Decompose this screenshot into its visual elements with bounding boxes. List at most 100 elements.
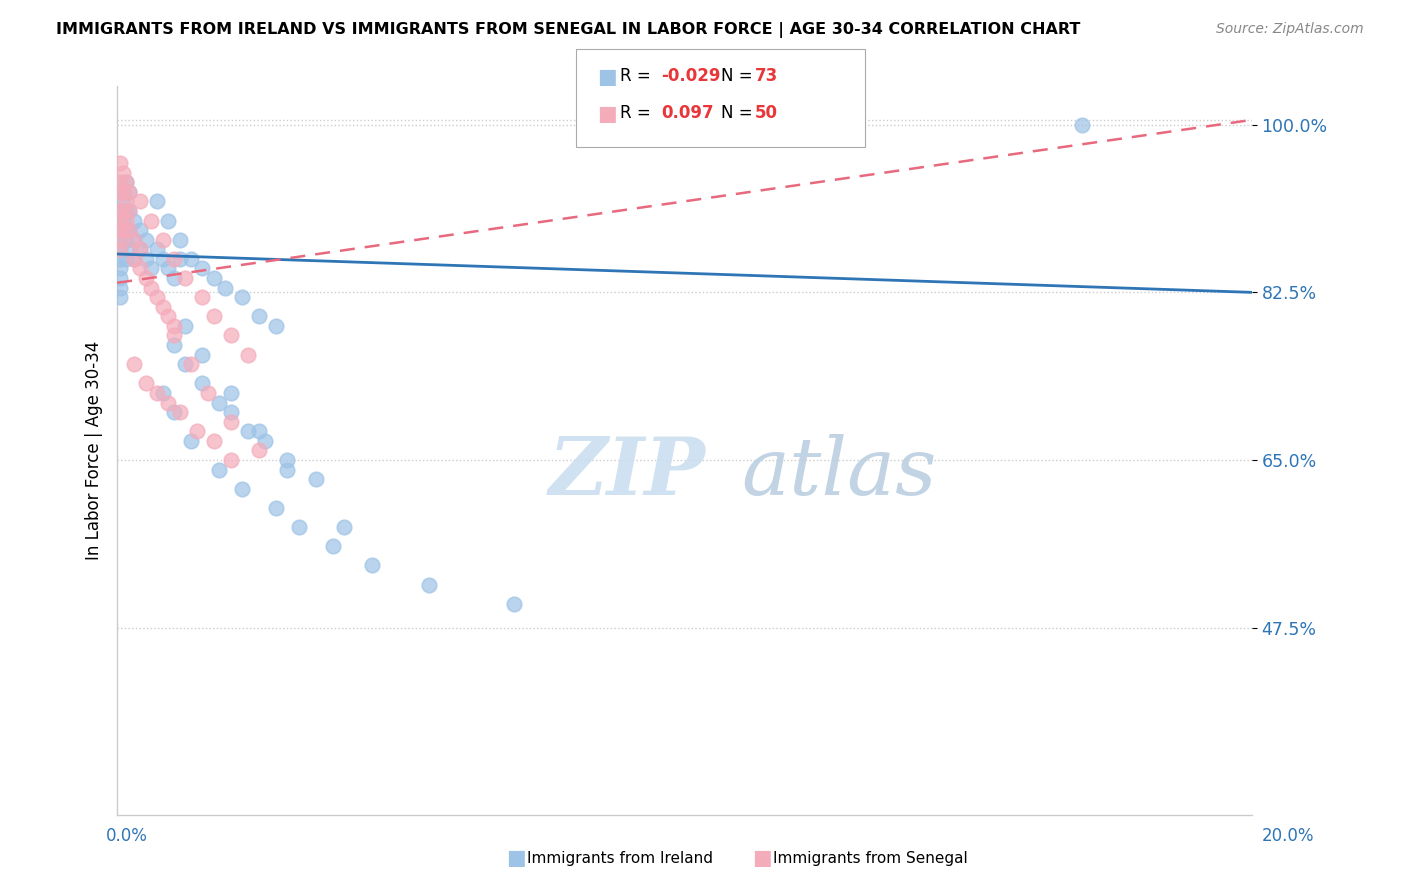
Point bbox=[208, 395, 231, 409]
Point bbox=[122, 233, 145, 247]
Point bbox=[122, 252, 145, 266]
Point bbox=[236, 425, 259, 439]
Point bbox=[111, 185, 134, 199]
Point bbox=[114, 175, 136, 189]
Point bbox=[219, 386, 242, 401]
Point bbox=[202, 310, 225, 324]
Point bbox=[122, 357, 145, 371]
Point bbox=[361, 558, 384, 573]
Point bbox=[108, 290, 131, 304]
Point bbox=[191, 376, 214, 391]
Point bbox=[117, 203, 139, 218]
Point bbox=[322, 539, 344, 553]
Point bbox=[253, 434, 276, 448]
Text: ■: ■ bbox=[506, 848, 526, 868]
Text: R =: R = bbox=[620, 67, 657, 85]
Point bbox=[219, 328, 242, 343]
Point bbox=[114, 194, 136, 209]
Point bbox=[191, 348, 214, 362]
Point bbox=[174, 318, 197, 333]
Point bbox=[197, 386, 219, 401]
Point bbox=[146, 242, 169, 256]
Point bbox=[208, 462, 231, 476]
Point bbox=[247, 425, 270, 439]
Text: 0.097: 0.097 bbox=[661, 104, 713, 122]
Point bbox=[146, 386, 169, 401]
Point bbox=[108, 223, 131, 237]
Point bbox=[111, 223, 134, 237]
Point bbox=[141, 280, 163, 294]
Point bbox=[503, 597, 526, 611]
Point bbox=[122, 213, 145, 227]
Point bbox=[305, 472, 328, 486]
Text: -0.029: -0.029 bbox=[661, 67, 720, 85]
Point bbox=[141, 213, 163, 227]
Point bbox=[135, 233, 157, 247]
Point bbox=[135, 376, 157, 391]
Point bbox=[146, 194, 169, 209]
Point bbox=[157, 395, 180, 409]
Point bbox=[108, 271, 131, 285]
Point bbox=[135, 252, 157, 266]
Point bbox=[247, 310, 270, 324]
Point bbox=[108, 213, 131, 227]
Point bbox=[152, 252, 174, 266]
Point bbox=[108, 233, 131, 247]
Point bbox=[202, 271, 225, 285]
Point bbox=[191, 261, 214, 276]
Text: Immigrants from Senegal: Immigrants from Senegal bbox=[773, 851, 969, 865]
Point bbox=[219, 415, 242, 429]
Point bbox=[114, 175, 136, 189]
Point bbox=[111, 185, 134, 199]
Point bbox=[111, 223, 134, 237]
Point bbox=[186, 425, 208, 439]
Point bbox=[108, 223, 131, 237]
Point bbox=[231, 290, 253, 304]
Text: 73: 73 bbox=[755, 67, 779, 85]
Text: N =: N = bbox=[721, 67, 758, 85]
Point bbox=[141, 261, 163, 276]
Point bbox=[108, 185, 131, 199]
Text: IMMIGRANTS FROM IRELAND VS IMMIGRANTS FROM SENEGAL IN LABOR FORCE | AGE 30-34 CO: IMMIGRANTS FROM IRELAND VS IMMIGRANTS FR… bbox=[56, 22, 1081, 38]
Point bbox=[117, 223, 139, 237]
Text: R =: R = bbox=[620, 104, 657, 122]
Point bbox=[114, 233, 136, 247]
Point bbox=[169, 233, 191, 247]
Point bbox=[117, 242, 139, 256]
Point bbox=[214, 280, 236, 294]
Point bbox=[135, 271, 157, 285]
Text: ■: ■ bbox=[752, 848, 772, 868]
Point bbox=[287, 520, 309, 534]
Point bbox=[202, 434, 225, 448]
Point bbox=[219, 453, 242, 467]
Point bbox=[117, 223, 139, 237]
Point bbox=[108, 261, 131, 276]
Point bbox=[108, 175, 131, 189]
Point bbox=[163, 252, 186, 266]
Point bbox=[236, 348, 259, 362]
Point bbox=[117, 185, 139, 199]
Point bbox=[174, 357, 197, 371]
Point bbox=[219, 405, 242, 419]
Point bbox=[114, 213, 136, 227]
Point bbox=[111, 165, 134, 179]
Point bbox=[163, 405, 186, 419]
Point bbox=[276, 453, 298, 467]
Point bbox=[157, 310, 180, 324]
Point bbox=[111, 203, 134, 218]
Point bbox=[108, 242, 131, 256]
Point bbox=[122, 252, 145, 266]
Point bbox=[108, 156, 131, 170]
Point bbox=[128, 194, 150, 209]
Point bbox=[108, 203, 131, 218]
Text: N =: N = bbox=[721, 104, 758, 122]
Point bbox=[169, 405, 191, 419]
Point bbox=[108, 280, 131, 294]
Point bbox=[163, 328, 186, 343]
Point bbox=[163, 271, 186, 285]
Point bbox=[108, 242, 131, 256]
Point bbox=[163, 318, 186, 333]
Point bbox=[152, 386, 174, 401]
Point bbox=[191, 290, 214, 304]
Text: ZIP: ZIP bbox=[548, 434, 706, 511]
